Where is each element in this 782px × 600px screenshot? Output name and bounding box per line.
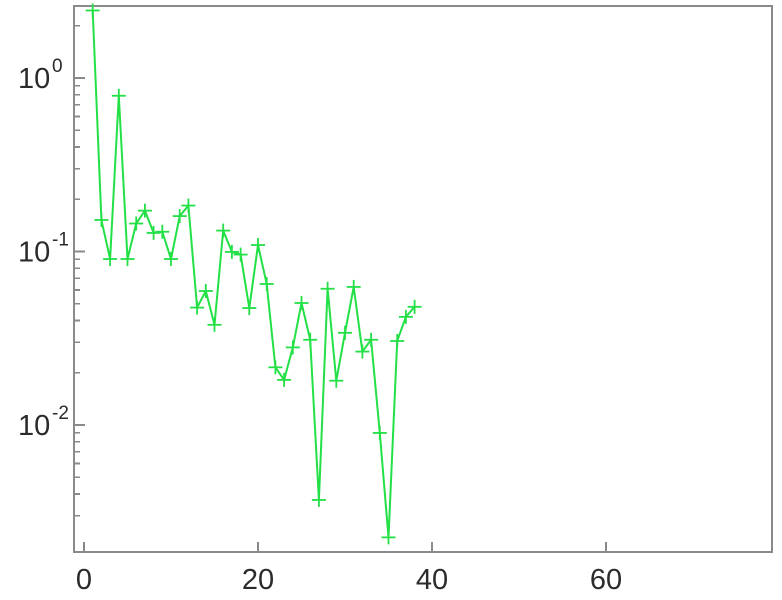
data-point-marker xyxy=(224,244,239,259)
data-point-marker xyxy=(103,252,118,267)
data-point-marker xyxy=(320,281,335,296)
y-tick-label-exponent: -2 xyxy=(52,403,69,424)
data-point-marker xyxy=(372,425,387,440)
data-point-marker xyxy=(381,530,396,545)
data-point-marker xyxy=(364,332,379,347)
data-point-marker xyxy=(233,247,248,262)
data-point-marker xyxy=(355,344,370,359)
y-tick-label: 10 -2 xyxy=(18,403,69,442)
data-point-marker xyxy=(172,209,187,224)
data-point-marker xyxy=(407,299,422,314)
data-point-marker xyxy=(146,225,161,240)
y-axis-ticks xyxy=(74,24,85,517)
y-tick-label-mantissa: 10 xyxy=(18,63,50,95)
data-point-marker xyxy=(181,198,196,213)
x-tick-label: 40 xyxy=(416,564,448,596)
axis-frame xyxy=(72,4,774,554)
data-point-marker xyxy=(190,300,205,315)
y-tick-label: 10 0 xyxy=(18,56,63,95)
data-point-marker xyxy=(338,325,352,340)
data-point-marker xyxy=(268,360,283,375)
data-point-marker xyxy=(111,88,126,103)
data-point-marker xyxy=(207,317,222,332)
data-point-marker xyxy=(277,372,292,387)
y-tick-label-mantissa: 10 xyxy=(18,410,50,442)
data-point-marker xyxy=(120,252,135,267)
y-tick-label-exponent: -1 xyxy=(52,230,69,251)
data-point-marker xyxy=(155,224,170,239)
y-tick-label: 10 -1 xyxy=(18,230,69,269)
data-point-marker xyxy=(303,332,318,347)
series-line-residual xyxy=(91,9,416,539)
data-point-marker xyxy=(216,223,231,238)
data-point-marker xyxy=(259,276,274,291)
data-point-marker xyxy=(390,333,405,348)
x-tick-label: 0 xyxy=(76,564,92,596)
x-axis-tick-labels: 0 20 40 60 xyxy=(76,564,622,596)
y-tick-label-exponent: 0 xyxy=(52,56,63,77)
data-point-marker xyxy=(311,492,326,507)
series-markers-residual xyxy=(85,3,422,545)
data-series-group xyxy=(85,3,422,545)
data-point-marker xyxy=(85,3,100,18)
data-point-marker xyxy=(251,238,265,253)
data-point-marker xyxy=(137,203,152,218)
data-point-marker xyxy=(164,252,178,267)
x-tick-label: 20 xyxy=(242,564,274,596)
x-tick-label: 60 xyxy=(590,564,622,596)
data-point-marker xyxy=(329,373,344,388)
y-tick-label-mantissa: 10 xyxy=(18,237,50,269)
x-axis-ticks xyxy=(83,542,607,552)
data-point-marker xyxy=(398,309,413,324)
data-point-marker xyxy=(346,279,361,294)
data-point-marker xyxy=(242,301,257,316)
plot-area-background xyxy=(73,5,773,553)
data-point-marker xyxy=(94,212,109,227)
data-point-marker xyxy=(198,284,213,299)
data-point-marker xyxy=(294,295,309,310)
data-point-marker xyxy=(129,216,144,231)
data-point-marker xyxy=(285,340,300,355)
